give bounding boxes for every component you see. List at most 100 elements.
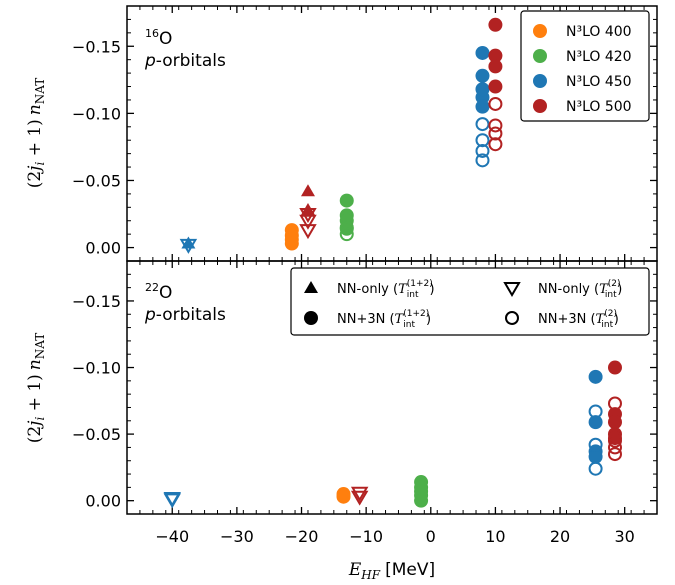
data-point <box>475 153 490 168</box>
data-point <box>607 447 622 462</box>
y-tick-label: −0.05 <box>72 425 121 444</box>
x-axis-label-symbol: E <box>348 560 362 580</box>
legend-swatch <box>533 24 547 38</box>
legend-box <box>290 267 650 336</box>
data-point <box>414 493 429 508</box>
bottom-plot-area: 0.00 −0.05 −0.10 −0.15 −40 −30 −20 −10 0 10 20 30 <box>72 260 658 546</box>
data-point <box>475 68 490 83</box>
data-point <box>284 236 299 251</box>
data-point <box>588 369 603 384</box>
data-point <box>339 221 354 236</box>
legend-label: NN+3N (T(2) int) <box>538 309 619 330</box>
y-axis-label: (2ji + 1)nNAT <box>25 333 47 444</box>
data-point <box>339 227 354 242</box>
y-tick-label: 0.00 <box>85 239 121 258</box>
data-point <box>588 415 603 430</box>
data-point <box>588 437 603 452</box>
data-point <box>588 461 603 476</box>
data-point <box>607 415 622 430</box>
legend-label: N³LO 450 <box>566 74 632 90</box>
data-point <box>607 440 622 455</box>
x-axis-label-units: [MeV] <box>385 560 435 580</box>
bottom-panel: 0.00 −0.05 −0.10 −0.15 −40 −30 −20 −10 0 10 20 30 2… <box>72 260 658 546</box>
y-axis-label: (2ji + 1)nNAT <box>25 78 47 189</box>
y-tick-label: 0.00 <box>85 492 121 511</box>
x-tick-label: 20 <box>550 527 570 546</box>
data-point <box>299 214 317 230</box>
top-isotope-mass: 16 <box>145 27 159 40</box>
top-isotope-symbol: O <box>159 29 172 49</box>
x-tick-label: −30 <box>220 527 254 546</box>
legend-label: NN-only (T(2) int) <box>538 279 622 300</box>
data-point <box>475 117 490 132</box>
x-axis-label: EHF [MeV] <box>348 560 435 582</box>
x-tick-label: −40 <box>155 527 189 546</box>
data-point <box>350 490 369 506</box>
top-panel-orbital-label: p-orbitals <box>144 51 226 71</box>
data-point <box>488 59 503 74</box>
bottom-panel-isotope-label: 22O <box>145 281 172 303</box>
y-tick-label: −0.15 <box>72 37 121 56</box>
top-panel: 0.00 −0.05 −0.10 −0.15 16O p-orbitals N³LO … <box>72 5 658 262</box>
data-point <box>475 99 490 114</box>
data-point <box>179 238 198 254</box>
y-tick-label: −0.05 <box>72 171 121 190</box>
x-tick-label: −10 <box>349 527 383 546</box>
x-tick-label: 10 <box>485 527 505 546</box>
data-point <box>299 224 317 240</box>
data-point <box>350 486 369 502</box>
y-tick-label: −0.10 <box>72 104 121 123</box>
legend-marker <box>503 282 521 297</box>
plot-frame <box>126 260 658 515</box>
data-point <box>607 396 622 411</box>
data-point <box>488 126 503 141</box>
bottom-isotope-mass: 22 <box>145 281 159 294</box>
bottom-panel-orbital-label: p-orbitals <box>144 305 226 325</box>
data-point <box>336 489 351 504</box>
data-point <box>475 143 490 158</box>
legend-label: N³LO 420 <box>566 49 632 65</box>
legend-marker <box>304 281 318 293</box>
data-point <box>488 48 503 63</box>
legend-swatch <box>533 49 547 63</box>
data-point <box>588 404 603 419</box>
x-tick-label: 0 <box>426 527 436 546</box>
legend-label: NN+3N (T(1+2) int) <box>337 309 431 330</box>
data-point <box>339 193 354 208</box>
data-point <box>488 17 503 32</box>
x-tick-label: −20 <box>285 527 319 546</box>
x-axis-label-subscript: HF <box>360 568 380 582</box>
legend-label: N³LO 500 <box>566 99 632 115</box>
x-tick-label: 30 <box>615 527 635 546</box>
bottom-orbital-letter: p <box>144 305 156 325</box>
legend-box <box>520 10 650 122</box>
y-tick-label: −0.15 <box>72 292 121 311</box>
data-point <box>488 79 503 94</box>
data-point <box>475 82 490 97</box>
data-point <box>588 449 603 464</box>
legend-swatch <box>533 99 547 113</box>
data-point <box>607 360 622 375</box>
legend-marker <box>505 311 519 325</box>
data-point <box>475 133 490 148</box>
bottom-legend: NN-only (T(1+2) int) NN-only (T(2) int) NN+3… <box>290 267 650 336</box>
data-point <box>475 45 490 60</box>
data-point <box>488 137 503 152</box>
legend-swatch <box>533 74 547 88</box>
data-point <box>163 493 181 509</box>
top-orbital-text: -orbitals <box>156 51 226 71</box>
legend-marker <box>304 311 318 325</box>
data-point <box>488 96 503 111</box>
top-orbital-letter: p <box>144 51 156 71</box>
top-plot-area: 0.00 −0.05 −0.10 −0.15 <box>72 5 658 262</box>
legend-label: NN-only (T(1+2) int) <box>337 279 435 300</box>
y-tick-label: −0.10 <box>72 359 121 378</box>
data-point <box>488 118 503 133</box>
top-legend: N³LO 400 N³LO 420 N³LO 450 N³LO 500 <box>520 10 650 122</box>
bottom-isotope-symbol: O <box>159 283 172 303</box>
legend-label: N³LO 400 <box>566 24 632 40</box>
top-panel-isotope-label: 16O <box>145 27 172 49</box>
y-axis-labels: (2ji + 1)nNAT (2ji + 1)nNAT <box>25 78 47 444</box>
data-point <box>607 433 622 448</box>
